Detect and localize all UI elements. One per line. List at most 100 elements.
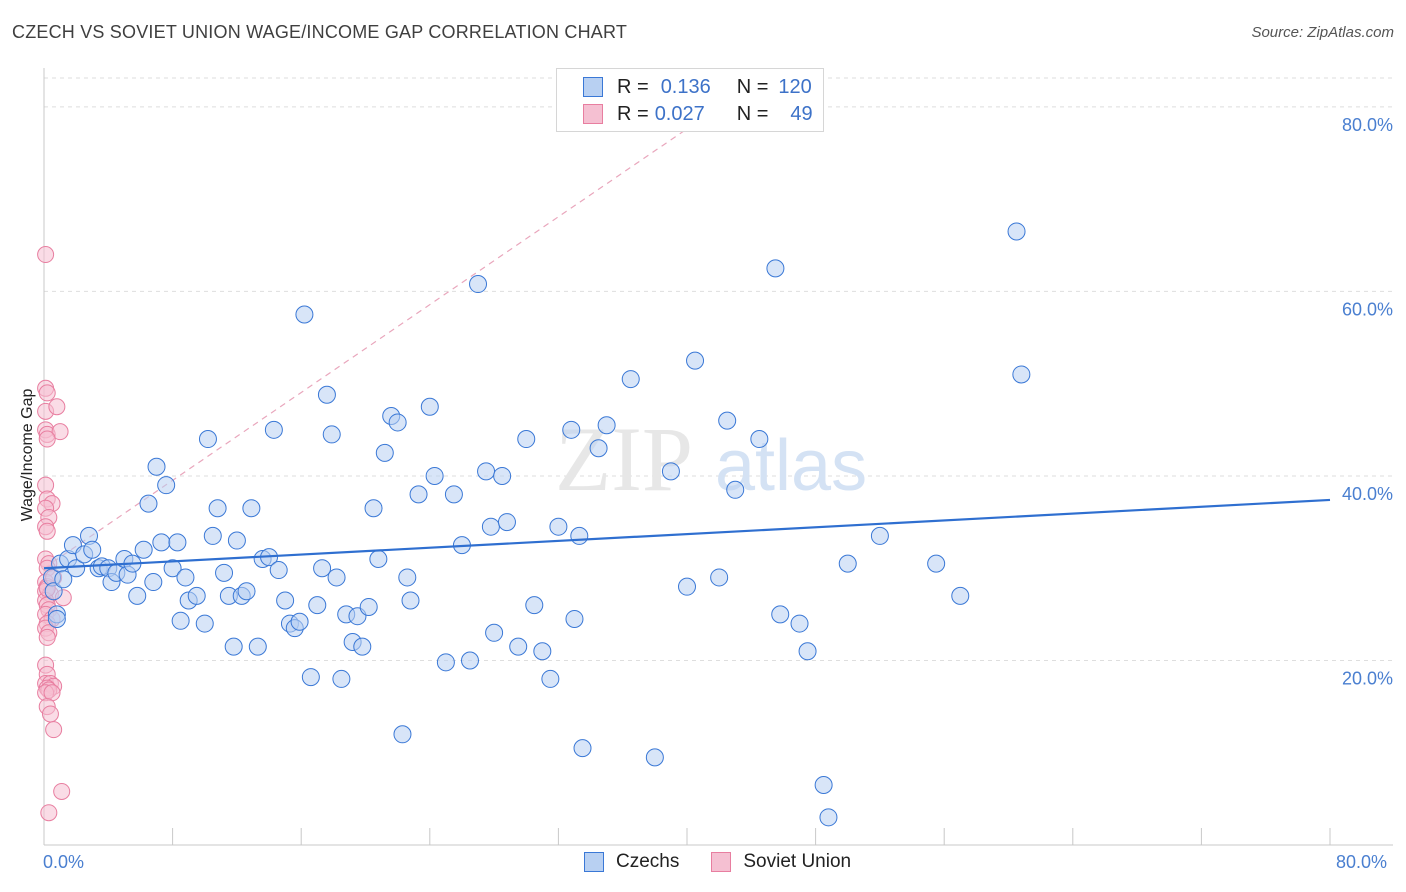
czechs-point	[388, 413, 407, 432]
czechs-point	[766, 259, 785, 278]
czechs-point	[525, 596, 544, 615]
czechs-point	[269, 561, 288, 580]
y-tick-label: 80.0%	[1342, 115, 1393, 135]
czechs-point	[425, 466, 444, 485]
soviet-union-n-value: 49	[790, 102, 813, 125]
y-axis-label: Wage/Income Gap	[19, 388, 36, 522]
czechs-point	[1007, 222, 1026, 241]
czechs-point	[686, 351, 705, 370]
soviet-union-point	[38, 522, 56, 540]
soviet-union-point	[41, 705, 59, 723]
czechs-point	[83, 540, 102, 559]
czechs-point	[171, 611, 190, 630]
soviet-union-point	[38, 430, 56, 448]
czechs-point	[517, 430, 536, 449]
czechs-point	[375, 443, 394, 462]
czechs-point	[541, 669, 560, 688]
czechs-point	[645, 748, 664, 767]
czechs-point	[710, 568, 729, 587]
soviet-union-r-label: R =	[617, 102, 649, 125]
czechs-r-value: 0.136	[660, 75, 711, 98]
czechs-point	[798, 642, 817, 661]
stats-row-soviet-union: R = 0.027 N = 49	[557, 101, 813, 127]
y-tick-labels: 20.0% 40.0% 60.0% 80.0%	[1342, 115, 1393, 689]
czechs-point	[128, 586, 147, 605]
czechs-point	[227, 531, 246, 550]
x-tick-min: 0.0%	[43, 852, 85, 872]
soviet-union-swatch	[583, 104, 603, 124]
czechs-point	[436, 653, 455, 672]
czechs-point	[570, 526, 589, 545]
stats-row-czechs: R = 0.136 N = 120	[557, 74, 812, 100]
czechs-point	[469, 275, 488, 294]
czechs-point	[364, 499, 383, 518]
czechs-point	[313, 559, 332, 578]
czechs-point	[661, 462, 680, 481]
czechs-point	[134, 540, 153, 559]
czechs-point	[359, 597, 378, 616]
soviet-union-point	[51, 423, 69, 441]
czechs-point	[621, 370, 640, 389]
czechs-point	[927, 554, 946, 573]
trendline-czechs	[43, 498, 1331, 570]
czechs-point	[565, 609, 584, 628]
czechs-point	[597, 416, 616, 435]
czechs-point	[398, 568, 417, 587]
y-tick-label: 60.0%	[1342, 299, 1393, 319]
czechs-point	[208, 499, 227, 518]
czechs-point	[332, 669, 351, 688]
czechs-point	[295, 305, 314, 324]
czechs-point	[290, 612, 309, 631]
czechs-point	[176, 568, 195, 587]
czechs-point	[678, 577, 696, 596]
czechs-point	[224, 637, 243, 656]
czechs-point	[718, 411, 737, 430]
czechs-n-value: 120	[778, 75, 812, 98]
czechs-point	[562, 420, 581, 439]
source-label: Source: ZipAtlas.com	[1251, 24, 1394, 41]
czechs-point	[353, 637, 372, 656]
soviet-union-point	[38, 384, 56, 402]
czechs-point	[1012, 365, 1031, 384]
czechs-point	[317, 385, 336, 404]
czechs-swatch	[583, 77, 603, 97]
czechs-point	[477, 462, 496, 481]
czechs-point	[838, 554, 857, 573]
czechs-point	[790, 614, 809, 633]
legend-soviet-union-label: Soviet Union	[743, 851, 852, 872]
legend-item-soviet-union: Soviet Union	[711, 851, 851, 873]
czechs-point	[509, 637, 528, 656]
trendline-soviet-union-line	[43, 106, 720, 569]
czechs-point	[152, 533, 171, 552]
czechs-point	[420, 397, 439, 416]
czechs-point	[237, 582, 256, 601]
points-soviet-union	[37, 246, 72, 822]
czechs-point	[163, 559, 182, 578]
czechs-point	[493, 466, 512, 485]
trendline-soviet-union	[43, 106, 720, 569]
czechs-point	[248, 637, 267, 656]
czechs-point	[951, 586, 970, 605]
czechs-point	[589, 439, 608, 458]
czechs-point	[533, 642, 552, 661]
czechs-n-label: N =	[736, 75, 769, 98]
soviet-union-point	[38, 628, 56, 646]
czechs-point	[401, 591, 420, 610]
czechs-point	[814, 776, 833, 795]
czechs-point	[771, 605, 790, 624]
x-tick-max: 80.0%	[1336, 852, 1388, 872]
soviet-union-point	[37, 246, 55, 264]
czechs-point	[54, 570, 73, 589]
watermark: ZIP atlas	[555, 408, 867, 510]
czechs-point	[819, 808, 838, 827]
y-tick-label: 20.0%	[1342, 668, 1393, 688]
soviet-union-point	[48, 398, 66, 416]
czechs-point	[215, 563, 234, 582]
czechs-point	[750, 430, 769, 449]
czechs-point	[444, 485, 463, 504]
czechs-point	[870, 526, 889, 545]
czechs-point	[264, 420, 283, 439]
czechs-point	[139, 494, 158, 513]
czechs-point	[573, 739, 592, 758]
series-legend: Czechs Soviet Union	[584, 851, 883, 873]
